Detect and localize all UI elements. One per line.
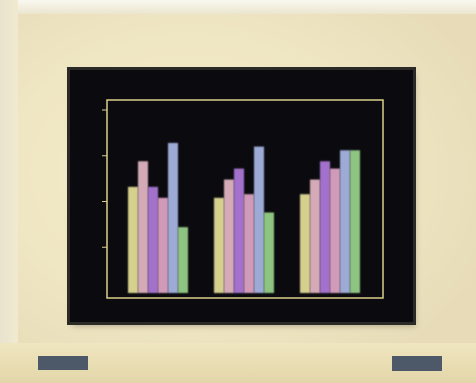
chart-title [195, 80, 315, 92]
photo-top-edge [0, 0, 476, 14]
bar [138, 161, 148, 293]
bar-chart [102, 99, 384, 299]
bar [128, 186, 138, 293]
bar [178, 227, 188, 293]
bar [158, 197, 168, 293]
bar [340, 150, 350, 293]
bar [264, 212, 274, 293]
bar [320, 161, 330, 293]
bar [168, 142, 178, 293]
bar [234, 168, 244, 293]
photo-left-edge [0, 0, 18, 383]
plot-frame [106, 99, 384, 299]
bottom-left-tag [38, 356, 88, 370]
bar [244, 194, 254, 293]
bar [254, 146, 264, 293]
bottom-right-tag [392, 356, 442, 371]
bar [330, 168, 340, 293]
bar [214, 197, 224, 293]
bar [148, 186, 158, 293]
bar [350, 150, 360, 293]
bar [224, 179, 234, 293]
chart-screen [70, 70, 413, 322]
bar [300, 194, 310, 293]
bar [310, 179, 320, 293]
